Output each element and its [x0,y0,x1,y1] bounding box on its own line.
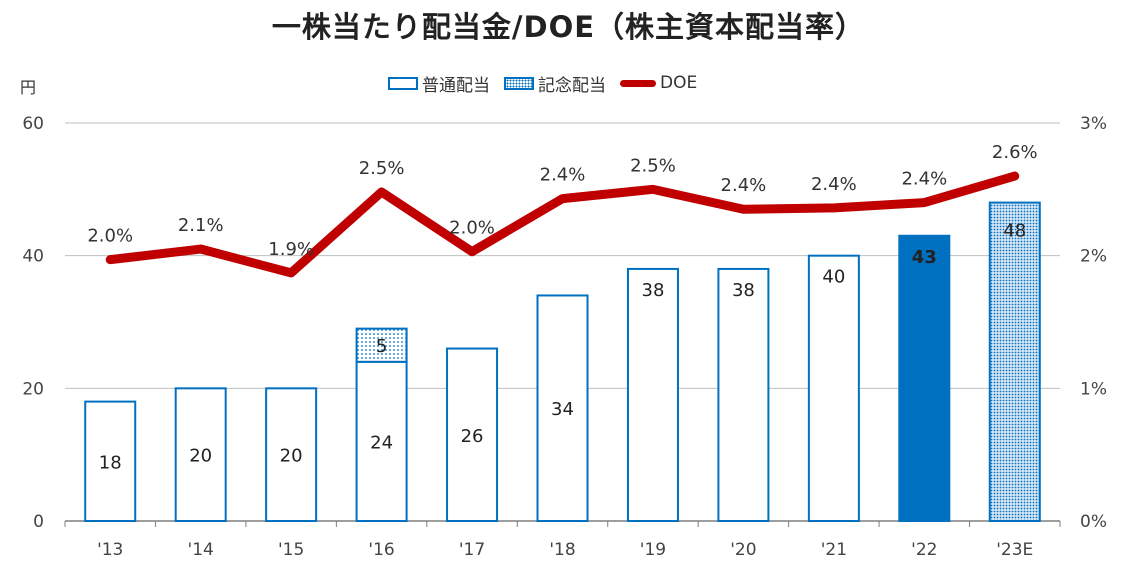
doe-value-label: 2.1% [178,215,224,236]
x-tick-label: '19 [640,540,666,560]
bar-regular [718,269,768,521]
bar-value-label: 34 [551,399,574,420]
x-tick-label: '14 [188,540,214,560]
bar-value-label: 18 [99,452,122,473]
x-tick-label: '16 [368,540,394,560]
dividend-doe-chart: 0 20 40 60 0% 1% 2% 3% '13 '14 '15 '16 '17 '18 '19 '20 '… [0,0,1137,564]
doe-value-label: 2.6% [992,142,1038,163]
bar-value-label: 26 [461,426,484,447]
bar-regular [628,269,678,521]
bar-value-label: 24 [370,432,393,453]
doe-value-label: 2.5% [630,155,676,176]
bar-value-label: 38 [732,280,755,301]
bar-value-label: 20 [189,446,212,467]
bar-commemorative [990,203,1040,521]
doe-value-label: 2.0% [87,226,133,247]
bar-value-label: 20 [280,446,303,467]
x-tick-label: '23E [996,540,1033,560]
x-tick-label: '21 [821,540,847,560]
y2-tick-label: 2% [1080,247,1107,267]
x-tick-label: '22 [911,540,937,560]
doe-value-label: 2.4% [811,174,857,195]
x-tick-label: '13 [97,540,123,560]
y-tick-label: 0 [33,512,44,532]
doe-value-label: 2.4% [721,175,767,196]
bar-value-label: 43 [912,247,937,268]
y-tick-label: 40 [22,247,44,267]
y2-tick-label: 1% [1080,379,1107,399]
y-tick-label: 20 [22,379,44,399]
bar-value-label: 48 [1003,221,1026,242]
bar-value-label: 40 [822,267,845,288]
doe-value-label: 2.0% [449,218,495,239]
x-tick-label: '15 [278,540,304,560]
doe-value-label: 2.4% [540,165,586,186]
doe-line [110,176,1015,273]
x-tick-label: '20 [730,540,756,560]
y2-tick-label: 3% [1080,114,1107,134]
x-tick-label: '18 [549,540,575,560]
bar-regular [809,256,859,521]
y-tick-label: 60 [22,114,44,134]
doe-value-label: 2.5% [359,158,405,179]
y2-tick-label: 0% [1080,512,1107,532]
bar-regular [899,236,949,521]
doe-value-label: 2.4% [901,169,947,190]
bar-value-label: 5 [376,336,387,357]
x-tick-label: '17 [459,540,485,560]
bar-value-label: 38 [642,280,665,301]
doe-value-label: 1.9% [268,239,314,260]
